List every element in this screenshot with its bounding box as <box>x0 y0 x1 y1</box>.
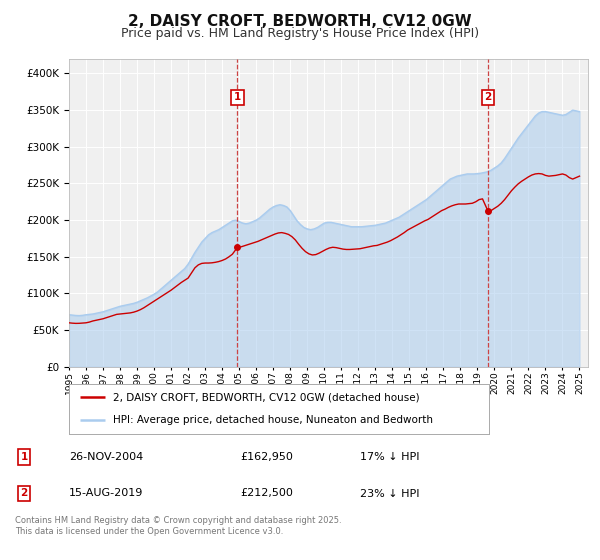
Text: 23% ↓ HPI: 23% ↓ HPI <box>360 488 419 498</box>
Text: 17% ↓ HPI: 17% ↓ HPI <box>360 452 419 462</box>
Text: 2: 2 <box>20 488 28 498</box>
Text: 2, DAISY CROFT, BEDWORTH, CV12 0GW (detached house): 2, DAISY CROFT, BEDWORTH, CV12 0GW (deta… <box>113 392 420 402</box>
Text: £162,950: £162,950 <box>240 452 293 462</box>
Text: 1: 1 <box>234 92 241 102</box>
Text: 2: 2 <box>484 92 491 102</box>
Text: £212,500: £212,500 <box>240 488 293 498</box>
Text: HPI: Average price, detached house, Nuneaton and Bedworth: HPI: Average price, detached house, Nune… <box>113 416 433 426</box>
Text: Price paid vs. HM Land Registry's House Price Index (HPI): Price paid vs. HM Land Registry's House … <box>121 27 479 40</box>
Text: 15-AUG-2019: 15-AUG-2019 <box>69 488 143 498</box>
Text: Contains HM Land Registry data © Crown copyright and database right 2025.
This d: Contains HM Land Registry data © Crown c… <box>15 516 341 536</box>
Text: 26-NOV-2004: 26-NOV-2004 <box>69 452 143 462</box>
Text: 2, DAISY CROFT, BEDWORTH, CV12 0GW: 2, DAISY CROFT, BEDWORTH, CV12 0GW <box>128 14 472 29</box>
Text: 1: 1 <box>20 452 28 462</box>
